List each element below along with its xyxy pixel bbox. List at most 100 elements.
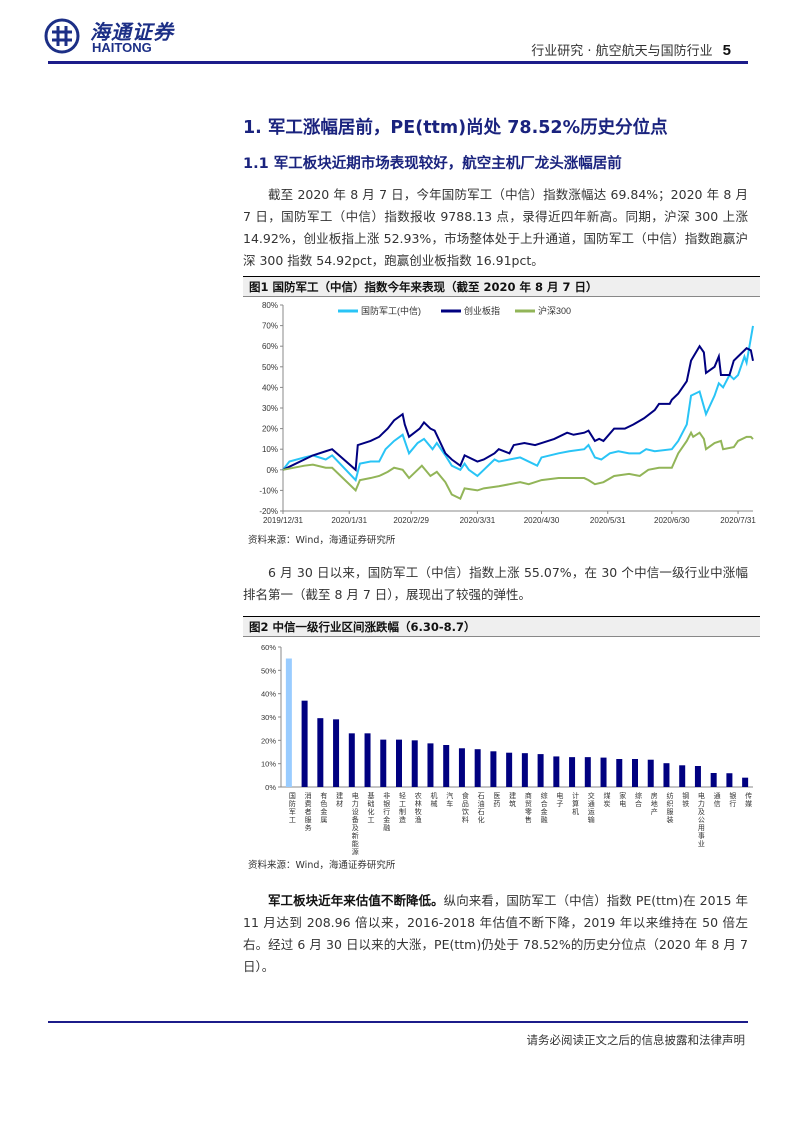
paragraph-3-lead: 军工板块近年来估值不断降低。 [268, 893, 444, 908]
x-tick-label: 2020/2/29 [393, 516, 429, 525]
figure-1-title: 图1 国防军工（中信）指数今年来表现（截至 2020 年 8 月 7 日） [243, 277, 760, 297]
bar [663, 763, 670, 787]
y-tick-label: 50% [262, 363, 278, 372]
bar [490, 751, 497, 787]
section-heading: 1. 军工涨幅居前，PE(ttm)尚处 78.52%历史分位点 [243, 118, 668, 138]
paragraph-3: 军工板块近年来估值不断降低。纵向来看，国防军工（中信）指数 PE(ttm)在 2… [243, 890, 748, 978]
x-tick-label: 2020/1/31 [331, 516, 367, 525]
bar [584, 757, 591, 787]
bar [726, 773, 733, 787]
figure-1: 图1 国防军工（中信）指数今年来表现（截至 2020 年 8 月 7 日） -2… [243, 276, 760, 536]
category-label: 钢铁 [682, 791, 690, 808]
section-label: 行业研究 · 航空航天与国防行业 [531, 44, 713, 59]
figure-2: 图2 中信一级行业区间涨跌幅（6.30-8.7） 0% 10% 20% 30% 40% 5… [243, 616, 760, 866]
y-tick-label: 20% [262, 425, 278, 434]
category-label: 非银行金融 [383, 791, 391, 832]
bar [301, 700, 308, 787]
bar [521, 753, 528, 787]
category-label: 轻工制造 [399, 791, 407, 824]
category-label: 房地产 [650, 791, 658, 816]
category-label: 食品饮料 [461, 791, 469, 824]
bar [348, 733, 355, 787]
category-label: 计算机 [572, 791, 580, 816]
x-tick-label: 2020/6/30 [654, 516, 690, 525]
category-label: 消费者服务 [304, 791, 312, 832]
category-label: 建筑 [509, 791, 516, 808]
legend-label: 沪深300 [538, 305, 571, 316]
bar [506, 752, 513, 787]
bar [694, 766, 701, 787]
paragraph-2: 6 月 30 日以来，国防军工（中信）指数上涨 55.07%，在 30 个中信一… [243, 565, 748, 602]
bar [679, 765, 686, 787]
category-label: 传媒 [745, 791, 753, 808]
x-tick-label: 2020/7/31 [720, 516, 756, 525]
y-tick-label: 80% [262, 301, 278, 310]
legend-label: 创业板指 [464, 305, 500, 316]
bar [474, 749, 481, 787]
category-label: 银行 [729, 791, 737, 808]
footer-divider [48, 1021, 748, 1023]
bar [553, 756, 560, 787]
category-label: 综合 [635, 791, 643, 808]
y-tick-label: 70% [262, 322, 278, 331]
y-tick-label: -10% [259, 486, 278, 495]
category-label: 国防军工 [288, 792, 296, 824]
y-tick-label: 50% [261, 666, 276, 675]
figure-1-source: 资料来源：Wind，海通证券研究所 [248, 535, 396, 546]
haitong-logo-icon [44, 18, 80, 54]
header-section: 行业研究 · 航空航天与国防行业 5 [531, 40, 731, 59]
y-tick-label: 60% [261, 643, 276, 652]
category-label: 通信 [713, 791, 721, 808]
paragraph-1: 截至 2020 年 8 月 7 日，今年国防军工（中信）指数涨幅达 69.84%… [243, 187, 748, 268]
bar [742, 777, 749, 787]
x-tick-label: 2020/4/30 [524, 516, 560, 525]
category-label: 建材 [336, 791, 344, 808]
category-label: 电力设备及新能源 [351, 791, 359, 856]
bar [411, 740, 418, 787]
category-label: 煤炭 [603, 791, 611, 808]
bar [616, 759, 623, 787]
y-tick-label: 30% [261, 713, 276, 722]
x-tick-label: 2020/5/31 [590, 516, 626, 525]
bar [443, 745, 450, 787]
series-line-1 [282, 344, 754, 472]
logo-text: 海通证券 [90, 20, 174, 44]
category-label: 汽车 [446, 791, 454, 808]
series-line-2 [282, 430, 754, 501]
category-label: 有色金属 [320, 791, 328, 824]
bar [364, 733, 371, 787]
category-label: 电子 [556, 791, 564, 808]
bar [396, 739, 402, 787]
bar [427, 743, 434, 787]
category-label: 综合金融 [540, 791, 548, 824]
header-divider [48, 61, 748, 64]
y-tick-label: 40% [262, 383, 278, 392]
y-tick-label: -20% [259, 507, 278, 516]
footer-disclaimer: 请务必阅读正文之后的信息披露和法律声明 [526, 1033, 746, 1047]
y-tick-label: 0% [266, 466, 278, 475]
category-label: 基础化工 [367, 791, 375, 824]
bar [285, 658, 292, 787]
bar [537, 754, 544, 787]
y-tick-label: 30% [262, 404, 278, 413]
logo-text-en: HAITONG [92, 40, 152, 55]
paragraph-3-body: 纵向来看，国防军工（中信）指数 PE(ttm)在 2015 年 11 月达到 2… [243, 893, 748, 974]
y-tick-label: 10% [261, 760, 276, 769]
category-label: 机械 [430, 791, 438, 808]
category-label: 农林牧渔 [414, 791, 422, 824]
series-line-0 [282, 325, 754, 483]
bar [710, 773, 717, 787]
bar [458, 748, 465, 787]
figure-2-source: 资料来源：Wind，海通证券研究所 [248, 860, 396, 871]
category-label: 电力及公用事业 [697, 791, 705, 848]
category-label: 交通运输 [587, 791, 595, 824]
subsection-heading: 1.1 军工板块近期市场表现较好，航空主机厂龙头涨幅居前 [243, 156, 622, 172]
bar [317, 718, 324, 787]
line-chart: -20% -10% 0% 10% 20% 30% 40% 50% 60% 70% 80% 2019/1… [259, 301, 756, 525]
x-tick-label: 2019/12/31 [263, 516, 304, 525]
category-label: 商贸零售 [524, 791, 532, 824]
legend-label: 国防军工(中信) [361, 305, 421, 316]
category-label: 家电 [619, 791, 627, 808]
bar [647, 759, 654, 787]
y-tick-label: 20% [261, 736, 276, 745]
